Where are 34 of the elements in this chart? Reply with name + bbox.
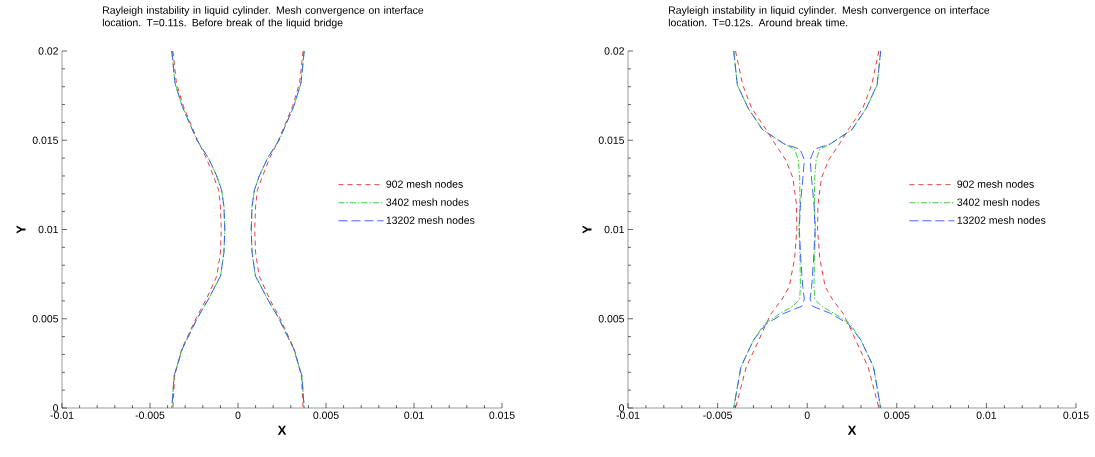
chart-title: Rayleigh instability in liquid cylinder. Mesh convergence on interface location. T=0.11s. Before break of the liquid bridge <box>102 6 424 29</box>
x-tick-label: 0 <box>235 411 241 419</box>
legend-label: 3402 mesh nodes <box>386 198 469 206</box>
y-tick-label: 0.005 <box>32 315 59 323</box>
y-tick-label: 0.02 <box>38 47 58 55</box>
y-tick-label: 0 <box>619 404 625 412</box>
legend-label: 13202 mesh nodes <box>957 216 1046 224</box>
x-tick-label: -0.005 <box>703 411 732 419</box>
x-tick-label: 0.005 <box>313 411 339 419</box>
legend-label: 3402 mesh nodes <box>957 198 1040 206</box>
y-axis-title: Y <box>582 225 592 234</box>
x-tick-label: 0.015 <box>489 411 515 419</box>
x-tick-label: 0.01 <box>404 411 424 419</box>
x-tick-label: 0.005 <box>884 411 910 419</box>
y-tick-label: 0.005 <box>598 315 625 323</box>
legend-label: 902 mesh nodes <box>386 180 463 188</box>
legend-label: 13202 mesh nodes <box>386 216 475 224</box>
y-tick-label: 0.01 <box>604 225 624 234</box>
x-axis-title: X <box>847 425 857 435</box>
x-tick-label: 0 <box>804 411 810 419</box>
x-tick-label: 0.015 <box>1063 411 1089 419</box>
x-tick-label: -0.01 <box>50 411 74 419</box>
y-tick-label: 0.01 <box>38 225 58 234</box>
y-tick-label: 0.015 <box>598 136 625 144</box>
y-axis-title: Y <box>16 225 26 234</box>
y-tick-label: 0.015 <box>32 136 59 144</box>
chart-title: Rayleigh instability in liquid cylinder. Mesh convergence on interface location. T=0.12s. Around break time. <box>668 6 990 27</box>
y-tick-label: 0 <box>53 404 59 412</box>
legend-label: 902 mesh nodes <box>957 180 1034 188</box>
y-tick-label: 0.02 <box>604 47 624 55</box>
x-tick-label: -0.01 <box>616 411 640 419</box>
x-axis-title: X <box>277 425 287 435</box>
x-tick-label: -0.005 <box>135 411 165 419</box>
x-tick-label: 0.01 <box>976 411 997 419</box>
